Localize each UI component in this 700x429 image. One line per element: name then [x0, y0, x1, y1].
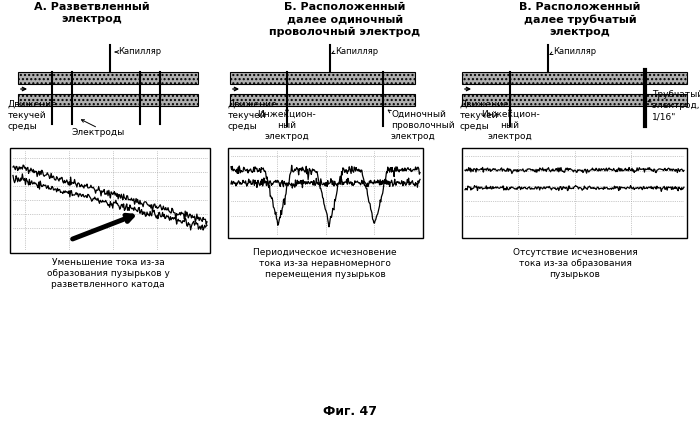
Text: Инжекцион-
ный
электрод: Инжекцион- ный электрод [481, 110, 540, 141]
Bar [10, 148, 210, 253]
Text: Уменьшение тока из-за
образования пузырьков у
разветвленного катода: Уменьшение тока из-за образования пузырь… [47, 258, 169, 289]
Bar [462, 148, 687, 238]
Text: Капилляр: Капилляр [118, 48, 161, 57]
Text: Инжекцион-
ный
электрод: Инжекцион- ный электрод [258, 110, 316, 141]
Text: Б. Расположенный
далее одиночный
проволочный электрод: Б. Расположенный далее одиночный проволо… [270, 2, 421, 37]
Text: В. Расположенный
далее трубчатый
электрод: В. Расположенный далее трубчатый электро… [519, 2, 640, 37]
Text: Трубчатый
электрод, ID
1/16": Трубчатый электрод, ID 1/16" [652, 90, 700, 121]
Bar [18, 94, 198, 106]
Text: Отсутствие исчезновения
тока из-за образования
пузырьков: Отсутствие исчезновения тока из-за образ… [512, 248, 638, 279]
Text: Движение
текучей
среды: Движение текучей среды [228, 100, 278, 131]
Bar [230, 94, 415, 106]
Bar [462, 94, 687, 106]
Text: Капилляр: Капилляр [335, 48, 378, 57]
Bar [462, 72, 687, 84]
Text: Капилляр: Капилляр [553, 48, 596, 57]
Bar [228, 148, 423, 238]
Text: Одиночный
проволочный
электрод: Одиночный проволочный электрод [391, 110, 454, 141]
Bar [18, 72, 198, 84]
Text: Движение
текучей
среды: Движение текучей среды [460, 100, 510, 131]
Text: Электроды: Электроды [71, 128, 125, 137]
Text: Движение
текучей
среды: Движение текучей среды [8, 100, 57, 131]
Bar [230, 72, 415, 84]
Text: Фиг. 47: Фиг. 47 [323, 405, 377, 418]
Text: А. Разветвленный
электрод: А. Разветвленный электрод [34, 2, 150, 24]
Text: Периодическое исчезновение
тока из-за неравномерного
перемещения пузырьков: Периодическое исчезновение тока из-за не… [253, 248, 397, 279]
